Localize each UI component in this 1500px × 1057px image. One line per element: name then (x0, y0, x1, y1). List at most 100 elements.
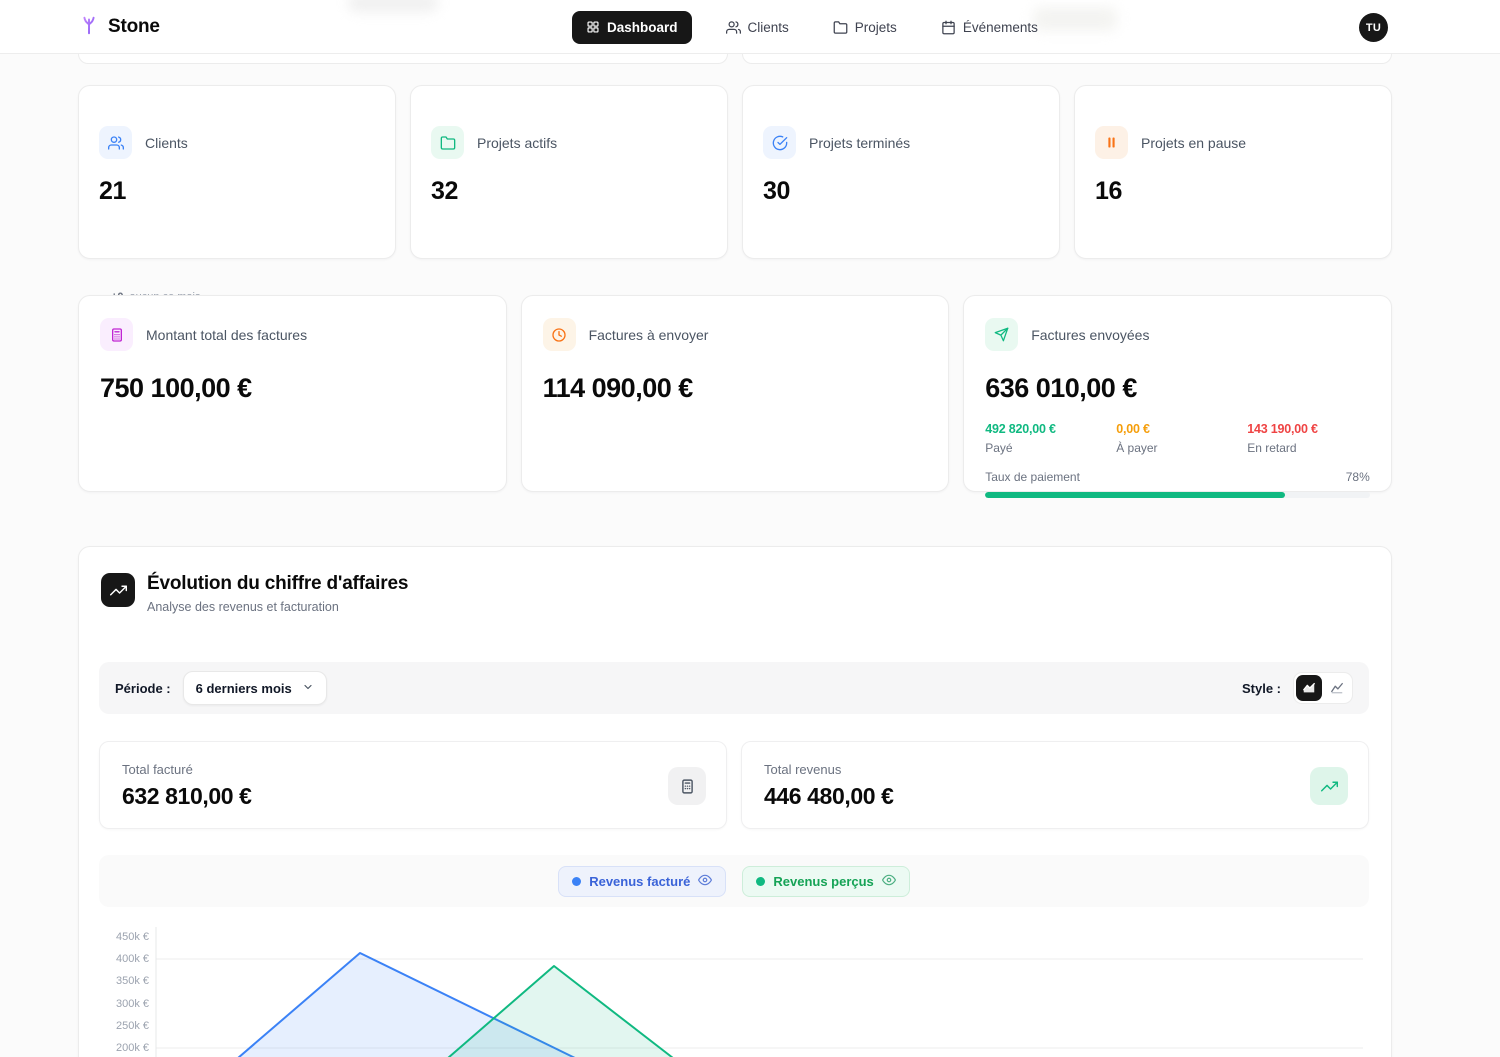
line-chart-style-button[interactable] (1324, 675, 1350, 701)
nav-item-clients[interactable]: Clients (716, 12, 799, 43)
blurred-element (1033, 7, 1117, 31)
breakdown-label: Payé (985, 441, 1013, 455)
area-chart: 450k € 400k € 350k € 300k € 250k € 200k € (99, 911, 1369, 1057)
y-axis-tick: 250k € (115, 1020, 149, 1032)
trending-up-icon (101, 573, 135, 607)
brand[interactable]: Stone (78, 0, 160, 54)
total-label: Total facturé (122, 762, 193, 777)
stat-value: 30 (763, 177, 791, 205)
period-select-value: 6 derniers mois (195, 680, 292, 696)
calculator-icon (668, 767, 706, 805)
legend-label: Revenus facturé (589, 873, 691, 889)
stat-value: 16 (1095, 177, 1123, 205)
section-title: Évolution du chiffre d'affaires (147, 573, 409, 594)
total-revenus-panel: Total revenus 446 480,00 € (741, 741, 1369, 829)
invoices-row: Montant total des factures 750 100,00 € … (78, 295, 1392, 498)
folder-icon (833, 20, 848, 35)
nav-item-evenements[interactable]: Événements (931, 12, 1048, 43)
stat-label: Projets en pause (1141, 134, 1247, 151)
breakdown-amount: 143 190,00 € (1247, 422, 1318, 436)
payment-rate-value: 78% (1345, 470, 1370, 484)
breakdown-paye: 492 820,00 € Payé (985, 422, 1116, 455)
revenue-chart-card: Évolution du chiffre d'affaires Analyse … (78, 546, 1392, 1057)
legend-dot-icon (756, 876, 766, 886)
legend-dot-icon (572, 876, 582, 886)
legend-revenus-facture[interactable]: Revenus facturé (558, 865, 727, 897)
main-nav: Dashboard Clients Projets (572, 0, 1048, 54)
y-axis-tick: 450k € (115, 931, 149, 943)
area-chart-style-button[interactable] (1296, 675, 1322, 701)
y-axis-tick: 350k € (115, 975, 149, 987)
invoice-card-total: Montant total des factures 750 100,00 € (78, 295, 507, 492)
invoice-value: 636 010,00 € (985, 373, 1137, 403)
invoice-label: Montant total des factures (146, 326, 308, 343)
chart-legend: Revenus facturé Revenus perçus (99, 855, 1369, 907)
stone-logo-icon (78, 13, 100, 42)
y-axis-tick: 200k € (115, 1042, 149, 1054)
check-circle-icon (763, 126, 796, 159)
breakdown-amount: 492 820,00 € (985, 422, 1056, 436)
invoice-card-a-envoyer: Factures à envoyer 114 090,00 € (520, 295, 950, 492)
nav-item-projets[interactable]: Projets (823, 12, 907, 43)
folder-open-icon (431, 126, 464, 159)
grid-icon (586, 20, 600, 34)
section-subtitle: Analyse des revenus et facturation (147, 600, 339, 614)
eye-icon[interactable] (698, 873, 713, 890)
stat-value: 21 (99, 177, 127, 205)
legend-revenus-percus[interactable]: Revenus perçus (742, 865, 910, 897)
send-icon (985, 318, 1019, 351)
nav-label: Dashboard (607, 19, 678, 35)
payment-rate-label: Taux de paiement (985, 470, 1080, 484)
payment-rate-row: Taux de paiement 78% (985, 470, 1370, 484)
breakdown-label: À payer (1116, 441, 1158, 455)
stat-card-projets-actifs: Projets actifs 32 (410, 85, 728, 259)
stat-card-projets-termines: Projets terminés 30 (742, 85, 1060, 259)
stat-label: Projets terminés (809, 134, 911, 151)
stat-label: Projets actifs (477, 134, 558, 151)
users-icon (99, 126, 132, 159)
top-navbar: Stone Dashboard Clie (0, 0, 1500, 54)
chevron-down-icon (302, 681, 314, 696)
invoice-label: Factures envoyées (1031, 326, 1150, 343)
total-value: 632 810,00 € (122, 783, 252, 809)
payment-breakdown: 492 820,00 € Payé 0,00 € À payer 143 190… (985, 422, 1370, 455)
payment-progress-track (985, 492, 1370, 498)
calculator-icon (100, 318, 133, 351)
stat-card-projets-en-pause: Projets en pause 16 (1074, 85, 1392, 259)
style-label: Style : (1241, 680, 1281, 696)
clock-icon (542, 318, 576, 351)
payment-progress-fill (985, 492, 1286, 498)
invoice-label: Factures à envoyer (588, 326, 709, 343)
stats-row: Clients 21 +0 aucun ce mois Projets acti… (78, 85, 1392, 303)
stat-label: Clients (145, 134, 188, 151)
chart-controls-bar: Période : 6 derniers mois Style : (99, 662, 1369, 714)
y-axis: 450k € 400k € 350k € 300k € 250k € 200k € (99, 911, 149, 1057)
eye-icon[interactable] (881, 873, 896, 890)
total-value: 446 480,00 € (764, 783, 894, 809)
user-avatar[interactable]: TU (1359, 13, 1388, 42)
blurred-element (348, 0, 438, 12)
period-select[interactable]: 6 derniers mois (182, 671, 327, 705)
invoice-value: 750 100,00 € (100, 373, 252, 403)
pause-icon (1095, 126, 1128, 159)
y-axis-tick: 300k € (115, 998, 149, 1010)
scrolled-card-remnant (78, 54, 728, 64)
stat-card-clients: Clients 21 +0 aucun ce mois (78, 85, 396, 303)
breakdown-amount: 0,00 € (1116, 422, 1150, 436)
nav-label: Événements (962, 19, 1038, 35)
total-facture-panel: Total facturé 632 810,00 € (99, 741, 727, 829)
nav-item-dashboard[interactable]: Dashboard (572, 10, 692, 44)
calendar-icon (941, 20, 956, 35)
stat-value: 32 (431, 177, 459, 205)
scrolled-card-remnant (742, 54, 1392, 64)
chart-totals-row: Total facturé 632 810,00 € Total revenus… (99, 741, 1369, 829)
chart-plot (155, 927, 1363, 1057)
total-label: Total revenus (764, 762, 842, 777)
nav-label: Clients (747, 19, 789, 35)
invoice-card-envoyees: Factures envoyées 636 010,00 € 492 820,0… (963, 295, 1392, 498)
users-icon (725, 20, 741, 35)
breakdown-label: En retard (1247, 441, 1297, 455)
invoice-value: 114 090,00 € (542, 373, 694, 403)
trending-up-icon (1310, 767, 1348, 805)
